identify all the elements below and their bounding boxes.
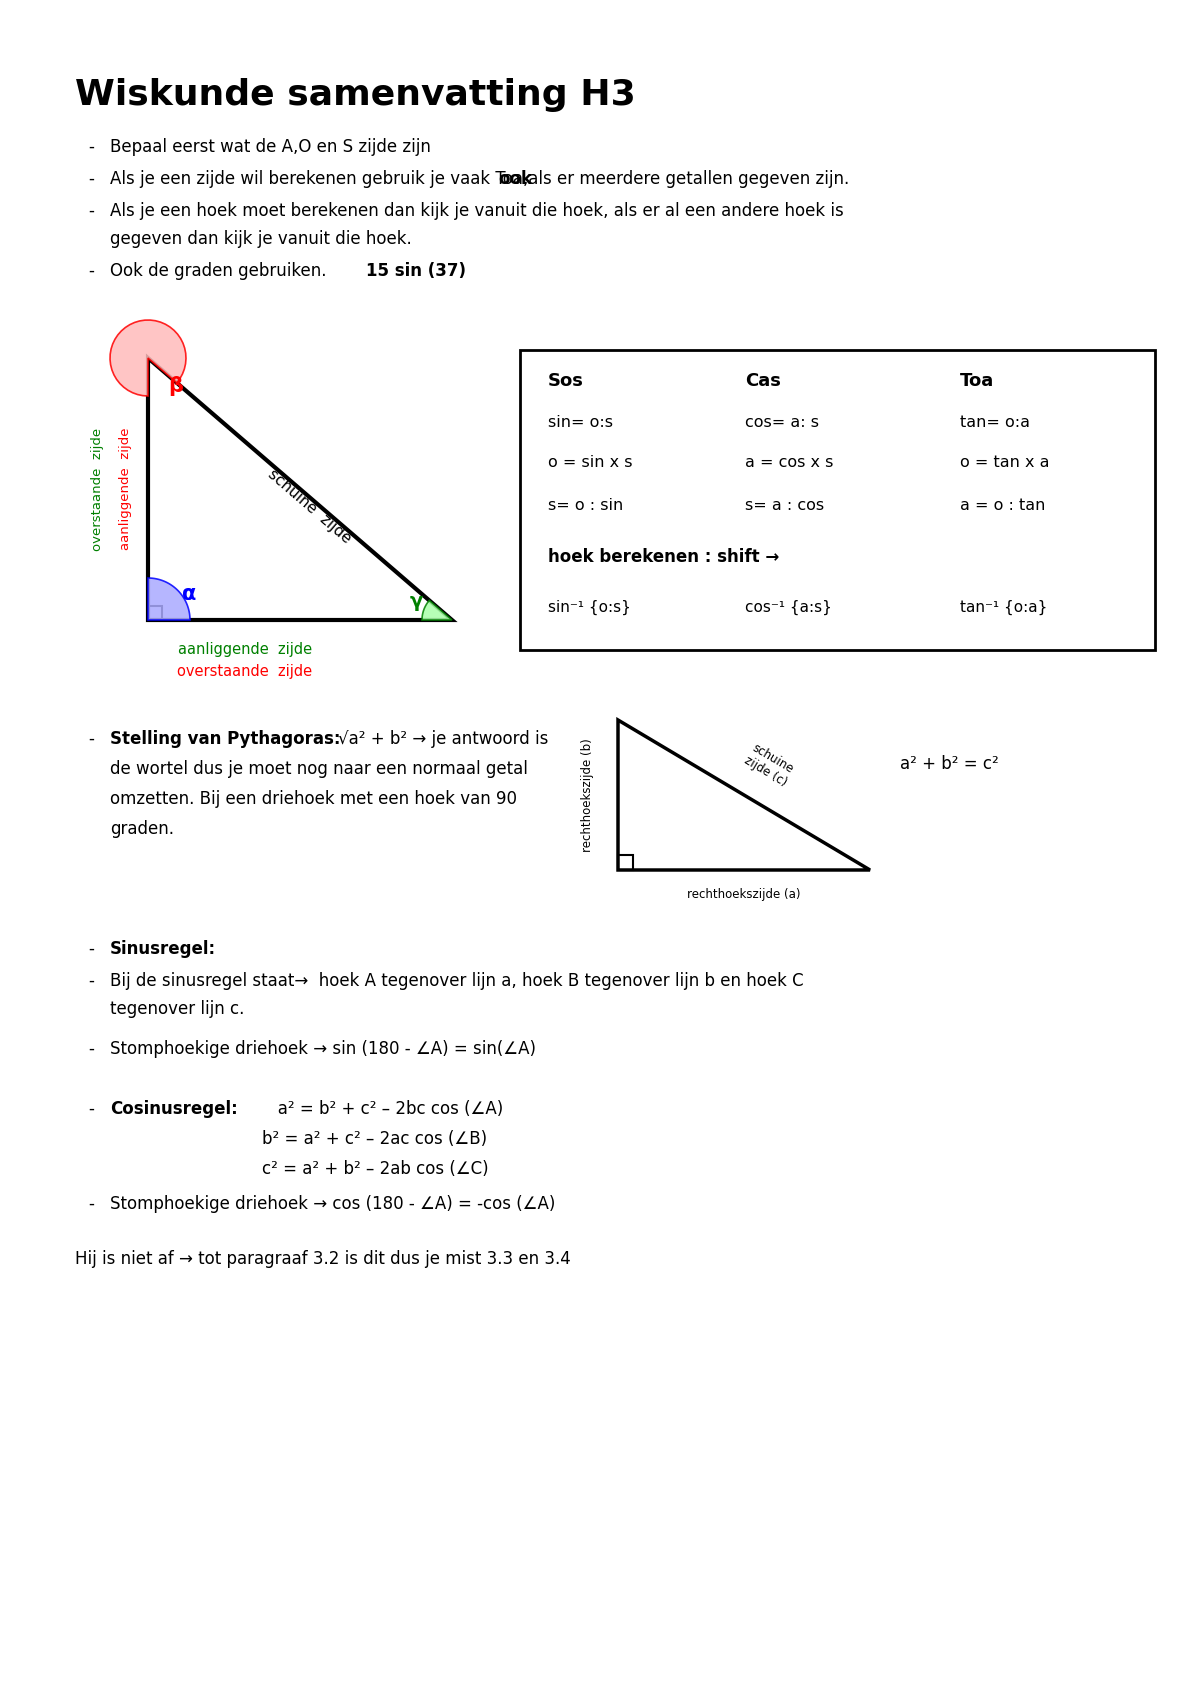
Text: overstaande  zijde: overstaande zijde [178,664,312,679]
Text: Stomphoekige driehoek → cos (180 - ∠A) = -cos (∠A): Stomphoekige driehoek → cos (180 - ∠A) =… [110,1195,556,1212]
Text: Hij is niet af → tot paragraaf 3.2 is dit dus je mist 3.3 en 3.4: Hij is niet af → tot paragraaf 3.2 is di… [74,1250,571,1268]
Text: rechthoekszijde (b): rechthoekszijde (b) [582,739,594,852]
Text: Stomphoekige driehoek → sin (180 - ∠A) = sin(∠A): Stomphoekige driehoek → sin (180 - ∠A) =… [110,1039,536,1058]
Text: √a² + b² → je antwoord is: √a² + b² → je antwoord is [338,730,548,749]
Text: tan⁻¹ {o:a}: tan⁻¹ {o:a} [960,599,1048,615]
Text: schuine  zijde: schuine zijde [265,467,354,547]
Text: α: α [182,584,197,604]
Text: γ: γ [410,593,424,611]
Polygon shape [110,319,186,396]
Text: rechthoekszijde (a): rechthoekszijde (a) [688,888,800,902]
Text: s= a : cos: s= a : cos [745,498,824,513]
Text: tegenover lijn c.: tegenover lijn c. [110,1000,245,1019]
Text: sin⁻¹ {o:s}: sin⁻¹ {o:s} [548,599,631,615]
Text: als er meerdere getallen gegeven zijn.: als er meerdere getallen gegeven zijn. [523,170,850,188]
Text: -: - [88,971,94,990]
Text: Cas: Cas [745,372,781,391]
Text: cos⁻¹ {a:s}: cos⁻¹ {a:s} [745,599,832,615]
Text: β: β [168,375,182,396]
Text: -: - [88,941,94,958]
Polygon shape [148,577,190,620]
Text: Sos: Sos [548,372,584,391]
Text: Sinusregel:: Sinusregel: [110,941,216,958]
Text: -: - [88,1039,94,1058]
Text: Ook de graden gebruiken.: Ook de graden gebruiken. [110,261,337,280]
Text: -: - [88,138,94,156]
Text: Wiskunde samenvatting H3: Wiskunde samenvatting H3 [74,78,636,112]
Text: a = cos x s: a = cos x s [745,455,833,470]
Text: c² = a² + b² – 2ab cos (∠C): c² = a² + b² – 2ab cos (∠C) [262,1160,488,1178]
Text: 15 sin (37): 15 sin (37) [366,261,466,280]
Text: o = tan x a: o = tan x a [960,455,1050,470]
Text: -: - [88,730,94,749]
Text: o = sin x s: o = sin x s [548,455,632,470]
Text: Bij de sinusregel staat→  hoek A tegenover lijn a, hoek B tegenover lijn b en ho: Bij de sinusregel staat→ hoek A tegenove… [110,971,804,990]
Text: b² = a² + c² – 2ac cos (∠B): b² = a² + c² – 2ac cos (∠B) [262,1129,487,1148]
Bar [520,350,1154,650]
Text: gegeven dan kijk je vanuit die hoek.: gegeven dan kijk je vanuit die hoek. [110,229,412,248]
Text: de wortel dus je moet nog naar een normaal getal: de wortel dus je moet nog naar een norma… [110,761,528,778]
Polygon shape [422,601,452,620]
Text: Als je een hoek moet berekenen dan kijk je vanuit die hoek, als er al een andere: Als je een hoek moet berekenen dan kijk … [110,202,844,221]
Text: Cosinusregel:: Cosinusregel: [110,1100,238,1117]
Text: a = o : tan: a = o : tan [960,498,1045,513]
Text: aanliggende  zijde: aanliggende zijde [178,642,312,657]
Text: -: - [88,202,94,221]
Text: sin= o:s: sin= o:s [548,414,613,430]
Text: schuine
zijde (c): schuine zijde (c) [742,740,797,790]
Text: -: - [88,1100,94,1117]
Text: hoek berekenen : shift →: hoek berekenen : shift → [548,548,779,565]
Text: overstaande  zijde: overstaande zijde [91,428,104,550]
Text: graden.: graden. [110,820,174,839]
Text: ook: ook [498,170,532,188]
Text: Als je een zijde wil berekenen gebruik je vaak Toa,: Als je een zijde wil berekenen gebruik j… [110,170,534,188]
Text: a² + b² = c²: a² + b² = c² [900,756,998,773]
Text: s= o : sin: s= o : sin [548,498,623,513]
Text: -: - [88,1195,94,1212]
Text: a² = b² + c² – 2bc cos (∠A): a² = b² + c² – 2bc cos (∠A) [262,1100,503,1117]
Text: omzetten. Bij een driehoek met een hoek van 90: omzetten. Bij een driehoek met een hoek … [110,790,517,808]
Text: -: - [88,261,94,280]
Text: tan= o:a: tan= o:a [960,414,1030,430]
Text: Stelling van Pythagoras:: Stelling van Pythagoras: [110,730,347,749]
Text: Toa: Toa [960,372,995,391]
Text: Bepaal eerst wat de A,O en S zijde zijn: Bepaal eerst wat de A,O en S zijde zijn [110,138,431,156]
Text: -: - [88,170,94,188]
Text: cos= a: s: cos= a: s [745,414,818,430]
Text: aanliggende  zijde: aanliggende zijde [120,428,132,550]
